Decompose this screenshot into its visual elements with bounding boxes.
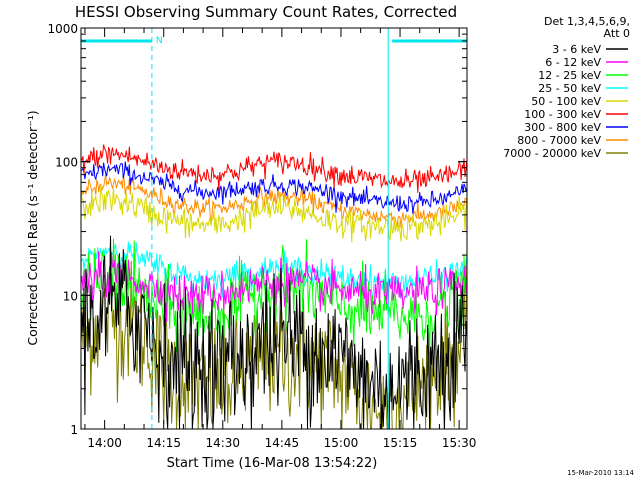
legend-label: 100 - 300 keV (524, 108, 601, 121)
x-tick-label: 14:30 (205, 436, 240, 450)
timestamp: 15-Mar-2010 13:14 (567, 469, 634, 477)
x-tick-label: 15:30 (442, 436, 477, 450)
legend-item: 800 - 7000 keV (517, 134, 628, 147)
legend-item: 12 - 25 keV (538, 69, 628, 82)
legend-item: 50 - 100 keV (531, 95, 628, 108)
legend-item: 3 - 6 keV (552, 43, 628, 56)
legend-label: 7000 - 20000 keV (503, 147, 601, 160)
legend-item: 100 - 300 keV (524, 108, 628, 121)
series-line-800-7000keV (80, 174, 468, 228)
x-tick-label: 14:00 (87, 436, 122, 450)
y-tick-label: 10 (63, 289, 78, 303)
plot-frame (80, 27, 468, 430)
x-tick-label: 15:15 (383, 436, 418, 450)
y-tick-label: 100 (55, 156, 78, 170)
x-axis: 14:00 14:15 14:30 14:45 15:00 15:15 15:30 (84, 28, 477, 450)
legend-item: 6 - 12 keV (545, 56, 628, 69)
legend-label: 25 - 50 keV (538, 82, 601, 95)
legend-label: 3 - 6 keV (552, 43, 601, 56)
y-tick-label: 1 (70, 423, 78, 437)
chart-title: HESSI Observing Summary Count Rates, Cor… (75, 3, 457, 21)
x-tick-label: 14:15 (146, 436, 181, 450)
x-tick-label: 15:00 (324, 436, 359, 450)
legend-label: 800 - 7000 keV (517, 134, 601, 147)
y-tick-label: 1000 (47, 22, 78, 36)
y-axis: 1 10 100 1000 (47, 22, 467, 437)
legend-header-line-2: Att 0 (604, 27, 630, 40)
series-line-50-100keV (80, 185, 468, 243)
night-marker-label: N (156, 36, 163, 46)
series-line-3-6keV (80, 235, 468, 430)
legend-header-line-1: Det 1,3,4,5,6,9, (544, 15, 630, 28)
x-tick-label: 14:45 (265, 436, 300, 450)
legend-label: 50 - 100 keV (531, 95, 601, 108)
series-line-300-800keV (80, 161, 468, 214)
legend-label: 12 - 25 keV (538, 69, 601, 82)
y-axis-label: Corrected Count Rate (s⁻¹ detector⁻¹) (25, 110, 40, 345)
x-axis-label: Start Time (16-Mar-08 13:54:22) (167, 456, 378, 471)
legend-item: 7000 - 20000 keV (503, 147, 628, 160)
series-line-100-300keV (80, 144, 468, 193)
legend-item: 25 - 50 keV (538, 82, 628, 95)
legend-label: 300 - 800 keV (524, 121, 601, 134)
series-layer (80, 144, 468, 430)
legend-item: 300 - 800 keV (524, 121, 628, 134)
legend-label: 6 - 12 keV (545, 56, 601, 69)
